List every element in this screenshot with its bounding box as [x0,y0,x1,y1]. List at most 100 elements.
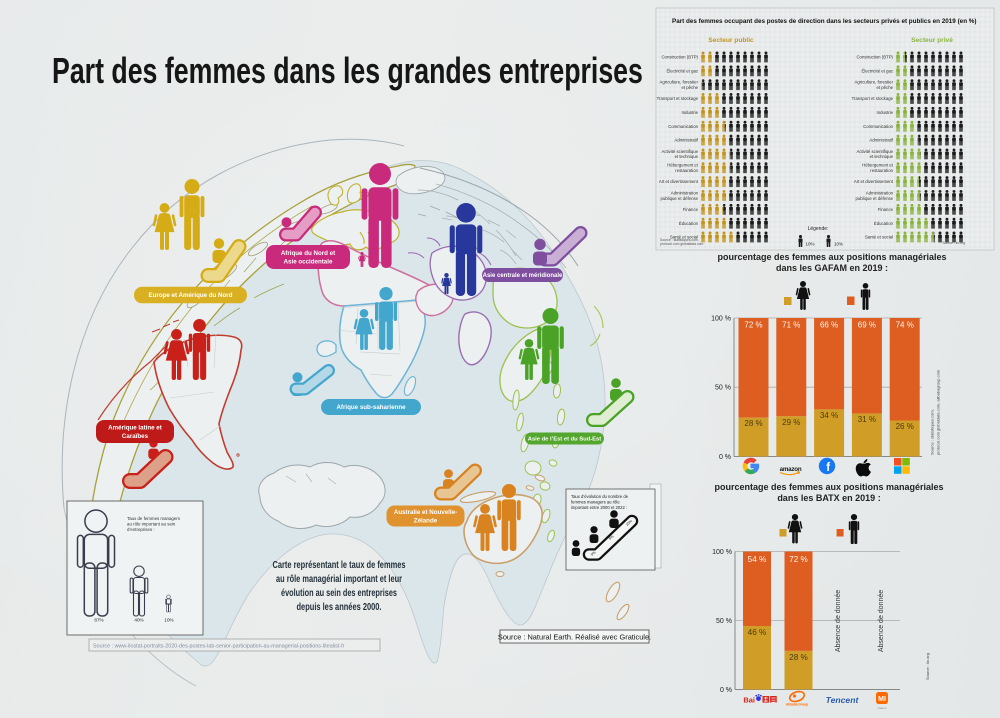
svg-text:Secteur privé: Secteur privé [911,37,953,44]
svg-text:Afrique sub-saharienne: Afrique sub-saharienne [336,404,406,411]
svg-text:Agriculture, forestier: Agriculture, forestier [660,80,699,85]
svg-text:Zélande: Zélande [414,517,438,524]
svg-text:Asie occidentale: Asie occidentale [284,258,333,265]
svg-text:50 %: 50 % [716,618,732,625]
svg-text:Éducation: Éducation [874,221,894,226]
svg-text:69 %: 69 % [858,321,876,330]
svg-text:29 %: 29 % [782,418,800,427]
svg-text:Activité scientifique: Activité scientifique [661,149,698,154]
svg-text:0%: 0% [590,550,597,557]
svg-text:0 %: 0 % [719,454,731,461]
svg-text:Afrique du Nord et: Afrique du Nord et [281,250,335,257]
svg-text:Activité scientifique: Activité scientifique [856,149,893,154]
svg-text:Source : statistiques.com,: Source : statistiques.com, [660,238,699,242]
svg-text:Part des femmes occupant des p: Part des femmes occupant des postes de d… [672,18,977,25]
svg-text:74 %: 74 % [896,321,914,330]
svg-text:34 %: 34 % [820,411,838,420]
svg-text:Absence de donnée: Absence de donnée [835,590,842,652]
svg-text:Australie et Nouvelle-: Australie et Nouvelle- [394,509,457,516]
svg-text:Secteur public: Secteur public [708,37,754,44]
svg-text:évolution au sein des entrepri: évolution au sein des entreprises [281,588,397,599]
svg-text:72 %: 72 % [744,321,762,330]
svg-text:Taux de femmes managers: Taux de femmes managers [127,516,181,521]
svg-text:pourcentage des femmes aux pos: pourcentage des femmes aux positions man… [717,252,946,262]
svg-text:Hébergement et: Hébergement et [667,163,699,168]
svg-text:100 %: 100 % [711,315,731,322]
svg-text:71 %: 71 % [782,321,800,330]
svg-text:Administration: Administration [671,190,699,195]
svg-text:Santé et social: Santé et social [670,235,698,240]
svg-text:Administration: Administration [866,190,894,195]
svg-text:100 %: 100 % [712,549,732,556]
svg-text:restauration: restauration [675,168,698,173]
svg-text:Transport et stockage: Transport et stockage [657,96,699,101]
svg-text:amazon: amazon [780,466,802,473]
svg-text:Communication: Communication [863,124,893,129]
svg-text:restauration: restauration [870,168,893,173]
svg-text:dans les BATX en 2019 :: dans les BATX en 2019 : [777,493,880,503]
svg-text:Industrie: Industrie [682,110,699,115]
svg-text:Art et divertissement: Art et divertissement [659,179,699,184]
svg-text:Communication: Communication [668,124,698,129]
svg-text:et pêche: et pêche [877,85,894,90]
svg-text:Carte représentant le taux de: Carte représentant le taux de femmes [273,560,406,571]
svg-text:f: f [826,462,830,474]
svg-text:Agriculture, forestier: Agriculture, forestier [855,80,894,85]
svg-text:5%: 5% [608,534,615,541]
svg-text:46 %: 46 % [748,628,767,637]
svg-text:10%: 10% [806,242,815,247]
svg-text:MI: MI [878,696,886,703]
svg-text:Alibaba Group: Alibaba Group [786,703,808,707]
svg-text:Asie centrale et méridionale: Asie centrale et méridionale [483,273,563,279]
svg-text:Finance: Finance [878,207,894,212]
svg-text:Éducation: Éducation [679,221,699,226]
svg-text:Transport et stockage: Transport et stockage [852,96,894,101]
svg-text:Construction (BTP): Construction (BTP) [856,55,893,60]
svg-text:Source : www-ilostat-portraits: Source : www-ilostat-portraits-2020-des-… [93,644,345,650]
svg-text:Hébergement et: Hébergement et [862,163,894,168]
svg-text:dans les GAFAM en 2019 :: dans les GAFAM en 2019 : [776,263,888,273]
svg-text:Asie de l’Est et du Sud-Est: Asie de l’Est et du Sud-Est [528,437,602,443]
svg-text:Construction (BTP): Construction (BTP) [661,55,698,60]
svg-text:Industrie: Industrie [877,110,894,115]
svg-text:Finance: Finance [683,207,699,212]
svg-text:Source : Natural Earth. Réalis: Source : Natural Earth. Réalisé avec Gra… [498,633,651,642]
svg-text:important entre 2000 et 2022 :: important entre 2000 et 2022 : [571,505,627,510]
svg-text:10%: 10% [834,242,843,247]
svg-text:Absence de donnée: Absence de donnée [878,590,885,652]
svg-text:50 %: 50 % [715,385,731,392]
svg-text:28 %: 28 % [789,653,808,662]
svg-text:10%: 10% [164,618,173,623]
svg-text:Source : statistiques.com,: Source : statistiques.com, [930,409,935,455]
svg-text:Administratif: Administratif [869,138,893,143]
svg-text:xiaomi: xiaomi [878,706,887,710]
svg-text:66 %: 66 % [820,321,838,330]
svg-text:au rôle important au sein: au rôle important au sein [127,521,176,526]
svg-text:Art et divertissement: Art et divertissement [854,179,894,184]
svg-text:31 %: 31 % [858,415,876,424]
svg-text:femmes managers au rôle: femmes managers au rôle [571,499,620,504]
svg-text:Administratif: Administratif [674,138,698,143]
svg-text:10%: 10% [625,519,634,527]
svg-text:publique et défense: publique et défense [660,196,698,201]
svg-text:pourcentage des femmes aux pos: pourcentage des femmes aux positions man… [714,482,943,492]
svg-text:Électricité et gaz: Électricité et gaz [861,68,893,73]
svg-text:0 %: 0 % [720,687,732,694]
svg-text:d’entreprises :: d’entreprises : [127,527,155,532]
svg-text:et technique: et technique [675,154,699,159]
svg-text:Électricité et gaz: Électricité et gaz [666,68,698,73]
svg-text:Bai: Bai [743,696,755,705]
svg-text:26 %: 26 % [896,422,914,431]
svg-text:depuis les années 2000.: depuis les années 2000. [297,602,382,613]
svg-text:Légende:: Légende: [808,226,829,232]
svg-text:Source : ilo.org: Source : ilo.org [942,241,965,245]
svg-text:Santé et social: Santé et social [865,235,893,240]
svg-text:Tencent: Tencent [826,695,860,705]
svg-text:72 %: 72 % [789,555,808,564]
svg-text:protocol.com globaldata.com: protocol.com globaldata.com [660,242,704,246]
svg-text:Europe et Amérique du Nord: Europe et Amérique du Nord [149,292,233,299]
svg-text:40%: 40% [134,618,143,623]
svg-text:au rôle managérial important e: au rôle managérial important et leur [276,574,402,585]
svg-text:et pêche: et pêche [682,85,699,90]
svg-text:54 %: 54 % [748,555,767,564]
